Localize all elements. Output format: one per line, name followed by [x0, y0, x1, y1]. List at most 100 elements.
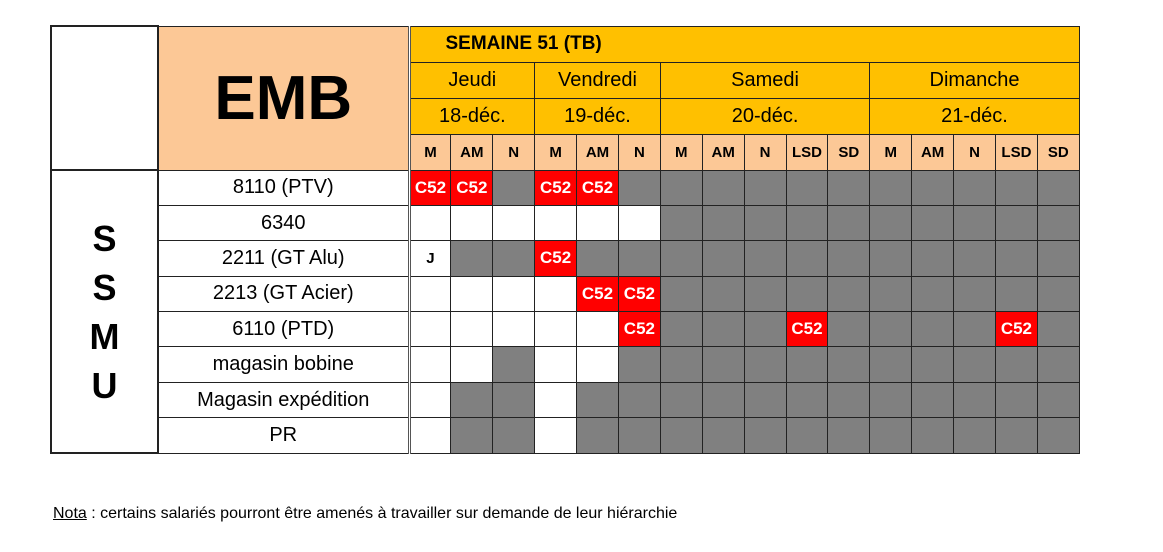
shift-cell-closed [827, 417, 871, 454]
shift-cell-closed [911, 417, 955, 454]
shift-cell-closed [827, 204, 871, 242]
row-label: 6110 (PTD) [157, 311, 410, 348]
shift-cell-closed [911, 204, 955, 242]
group-cell: SSMU [50, 168, 159, 455]
table-row: magasin bobine [51, 346, 1080, 383]
shift-cell-closed [659, 240, 703, 277]
shift-cell-closed [743, 311, 787, 348]
shift-header: AM [576, 133, 619, 171]
shift-cell-closed [869, 346, 913, 383]
shift-cell-closed [617, 417, 661, 454]
shift-cell [534, 417, 578, 454]
shift-cell-c52: C52 [576, 169, 619, 206]
shift-cell-closed [701, 417, 745, 454]
shift-cell-closed [743, 381, 787, 419]
shift-cell-closed [450, 381, 494, 419]
shift-cell-closed [617, 169, 661, 206]
shift-cell-closed [492, 240, 536, 277]
shift-cell-closed [994, 346, 1038, 383]
shift-cell [450, 311, 494, 348]
shift-cell-closed [701, 346, 745, 383]
header-shift-row: M AM N M AM N M AM N LSD SD M AM N LSD SD [51, 133, 1080, 171]
table-row: 6110 (PTD) C52 C52 C52 [51, 311, 1080, 348]
shift-header: AM [701, 133, 745, 171]
shift-cell-closed [785, 381, 829, 419]
shift-cell-closed [994, 204, 1038, 242]
footnote-text: : certains salariés pourront être amenés… [86, 505, 678, 522]
shift-cell-closed [911, 346, 955, 383]
shift-cell-closed [827, 311, 871, 348]
shift-cell [534, 346, 578, 383]
shift-cell-closed [659, 275, 703, 313]
shift-header: M [659, 133, 703, 171]
shift-cell-closed [911, 381, 955, 419]
shift-header: M [407, 133, 452, 171]
shift-cell-closed [785, 169, 829, 206]
shift-header: AM [911, 133, 955, 171]
shift-cell-closed [659, 169, 703, 206]
shift-cell-closed [953, 381, 996, 419]
shift-cell [407, 381, 452, 419]
shift-cell [576, 204, 619, 242]
shift-cell-closed [869, 381, 913, 419]
shift-cell-closed [659, 381, 703, 419]
shift-cell-closed [701, 169, 745, 206]
date-header: 20-déc. [659, 97, 871, 135]
corner-cell [50, 25, 159, 171]
row-label: 8110 (PTV) [157, 169, 410, 206]
shift-cell-closed [785, 204, 829, 242]
shift-cell-closed [994, 240, 1038, 277]
shift-cell [534, 381, 578, 419]
shift-cell-closed [911, 311, 955, 348]
shift-cell-c52: C52 [534, 169, 578, 206]
header-day-row: Jeudi Vendredi Samedi Dimanche [51, 61, 1080, 99]
shift-cell-c52: C52 [534, 240, 578, 277]
shift-cell-closed [701, 240, 745, 277]
shift-cell-closed [659, 204, 703, 242]
table-row: 2211 (GT Alu) J C52 [51, 240, 1080, 277]
schedule-table: EMB SEMAINE 51 (TB) Jeudi Vendredi Samedi Dim… [50, 25, 1080, 455]
shift-cell-closed [743, 204, 787, 242]
shift-cell-closed [743, 169, 787, 206]
row-label: 6340 [157, 204, 410, 242]
shift-header: SD [1036, 133, 1080, 171]
shift-cell-closed [953, 240, 996, 277]
shift-cell-closed [785, 417, 829, 454]
shift-cell-c52: C52 [785, 311, 829, 348]
table-row: PR [51, 417, 1080, 454]
shift-cell-closed [1036, 346, 1080, 383]
shift-cell-closed [1036, 169, 1080, 206]
shift-cell-closed [576, 417, 619, 454]
table-row: 6340 [51, 204, 1080, 242]
shift-cell-closed [953, 311, 996, 348]
header-date-row: 18-déc. 19-déc. 20-déc. 21-déc. [51, 97, 1080, 135]
shift-cell-closed [994, 275, 1038, 313]
shift-cell-closed [492, 169, 536, 206]
shift-cell-closed [1036, 204, 1080, 242]
shift-cell-closed [994, 417, 1038, 454]
shift-cell-closed [492, 417, 536, 454]
date-header: 21-déc. [869, 97, 1080, 135]
shift-cell [492, 204, 536, 242]
row-label: PR [157, 417, 410, 454]
shift-cell [534, 275, 578, 313]
row-label: 2213 (GT Acier) [157, 275, 410, 313]
shift-cell-closed [827, 240, 871, 277]
shift-cell-closed [617, 346, 661, 383]
shift-cell-closed [743, 240, 787, 277]
shift-cell-closed [617, 240, 661, 277]
shift-cell-closed [1036, 417, 1080, 454]
shift-cell-closed [994, 169, 1038, 206]
shift-cell-closed [827, 275, 871, 313]
shift-cell-closed [869, 417, 913, 454]
shift-cell-c52: C52 [450, 169, 494, 206]
shift-cell-c52: C52 [576, 275, 619, 313]
shift-cell-closed [869, 311, 913, 348]
shift-cell-c52: C52 [994, 311, 1038, 348]
shift-cell-closed [953, 417, 996, 454]
shift-cell-closed [827, 346, 871, 383]
shift-cell-closed [743, 417, 787, 454]
shift-cell-closed [701, 311, 745, 348]
shift-cell-closed [869, 204, 913, 242]
shift-cell-closed [785, 275, 829, 313]
